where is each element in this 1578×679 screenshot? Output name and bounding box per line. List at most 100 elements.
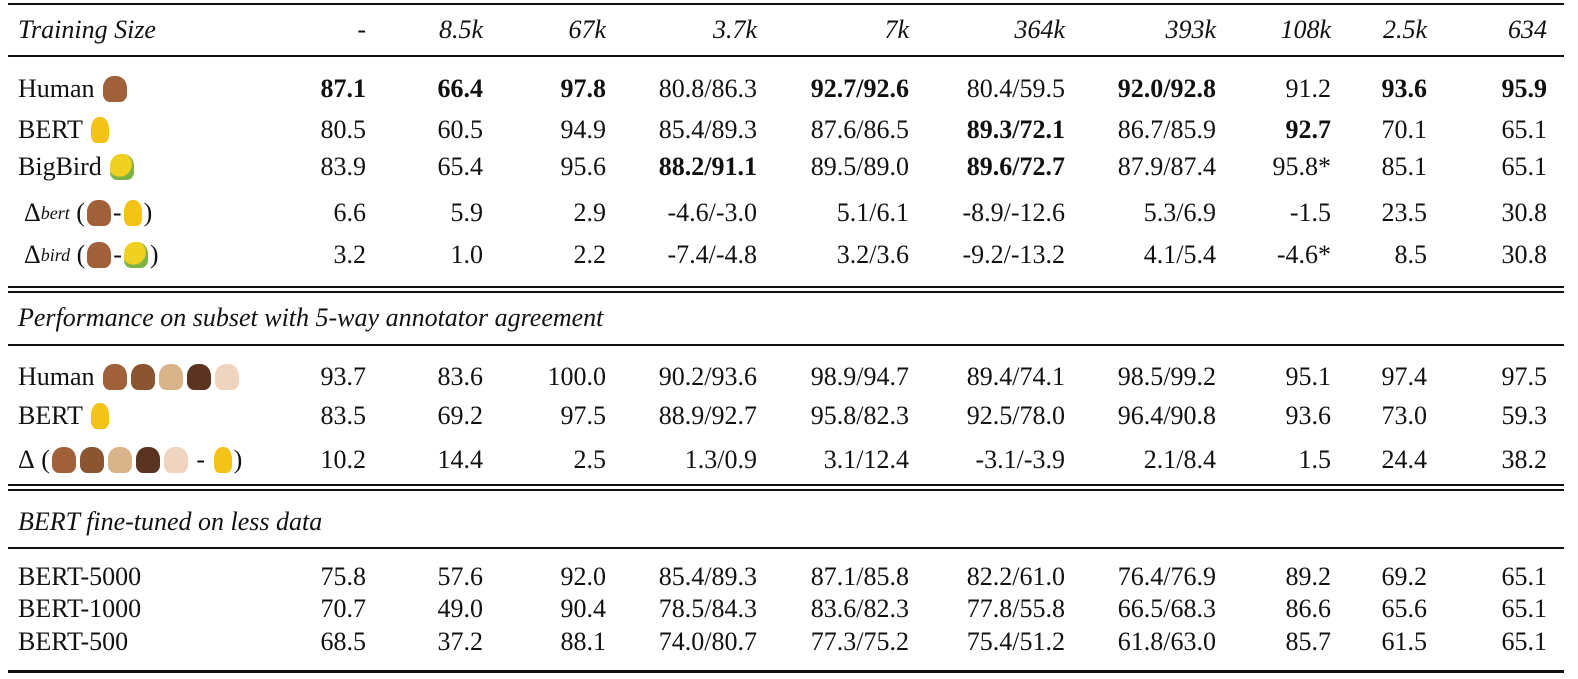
icon <box>215 364 240 390</box>
cell: 5.1/6.1 <box>836 198 909 227</box>
subscript: bird <box>40 244 71 265</box>
cell: 83.9 <box>320 152 367 181</box>
cell: 87.1/85.8 <box>810 562 909 591</box>
cell: 70.1 <box>1381 115 1428 144</box>
cell: 92.0/92.8 <box>1117 74 1216 103</box>
cell: 94.9 <box>560 115 607 144</box>
cell: 92.0 <box>560 562 607 591</box>
cell: 97.4 <box>1381 362 1428 391</box>
cell: 69.2 <box>437 401 484 430</box>
cell: 61.8/63.0 <box>1117 627 1216 656</box>
cell: -8.9/-12.6 <box>962 198 1065 227</box>
cell: 85.4/89.3 <box>658 115 757 144</box>
cell: 97.5 <box>560 401 607 430</box>
cell: 93.7 <box>320 362 367 391</box>
cell: 61.5 <box>1381 627 1428 656</box>
row-label: BigBird <box>18 152 136 182</box>
cell: 69.2 <box>1381 562 1428 591</box>
minus: - <box>196 445 206 474</box>
cell: 70.7 <box>320 594 367 623</box>
cell: 30.8 <box>1501 198 1548 227</box>
rule <box>8 547 1564 549</box>
row-label: BERT <box>18 115 111 145</box>
row-label: BERT-1000 <box>18 594 142 623</box>
row-label: Δ ( - ) <box>18 445 242 475</box>
subscript: bert <box>40 202 70 223</box>
icon <box>86 200 111 226</box>
cell: 57.6 <box>437 562 484 591</box>
cell: 8.5k <box>438 15 483 44</box>
cell: 65.1 <box>1501 562 1548 591</box>
cell: 2.1/8.4 <box>1143 445 1216 474</box>
cell: 37.2 <box>437 627 484 656</box>
cell: 65.6 <box>1381 594 1428 623</box>
cell: 87.9/87.4 <box>1117 152 1216 181</box>
cell: 66.5/68.3 <box>1117 594 1216 623</box>
cell: 1.5 <box>1298 445 1332 474</box>
cell: 85.7 <box>1285 627 1332 656</box>
cell: 78.5/84.3 <box>658 594 757 623</box>
label: Δ <box>24 198 41 227</box>
row-label: Human <box>18 362 241 392</box>
cell: 90.2/93.6 <box>658 362 757 391</box>
cell: 3.2/3.6 <box>836 240 909 269</box>
cell: 88.1 <box>560 627 607 656</box>
icon <box>79 447 104 473</box>
label: Δ <box>18 445 35 474</box>
cell: 85.4/89.3 <box>658 562 757 591</box>
header-label: Training Size <box>18 15 156 44</box>
cell: -7.4/-4.8 <box>667 240 757 269</box>
cell: 76.4/76.9 <box>1117 562 1216 591</box>
cell: 5.9 <box>450 198 484 227</box>
minus: - <box>112 198 122 227</box>
cell: 7k <box>884 15 909 44</box>
cell: 100.0 <box>547 362 607 391</box>
cell: 83.6/82.3 <box>810 594 909 623</box>
cell: 77.8/55.8 <box>966 594 1065 623</box>
paren: ( <box>41 445 50 474</box>
cell: 65.1 <box>1501 115 1548 144</box>
cell: 98.9/94.7 <box>810 362 909 391</box>
cell: 8.5 <box>1394 240 1428 269</box>
cell: -9.2/-13.2 <box>962 240 1065 269</box>
cell: 80.4/59.5 <box>966 74 1065 103</box>
cell: 85.1 <box>1381 152 1428 181</box>
cell: 66.4 <box>437 74 484 103</box>
section-title: Performance on subset with 5-way annotat… <box>18 303 604 332</box>
cell: 364k <box>1014 15 1065 44</box>
cell: 3.2 <box>333 240 367 269</box>
icon <box>123 200 142 226</box>
cell: 83.6 <box>437 362 484 391</box>
icon <box>123 242 148 268</box>
cell: 30.8 <box>1501 240 1548 269</box>
label: BigBird <box>18 152 102 181</box>
cell: -4.6/-3.0 <box>667 198 757 227</box>
cell: 92.7/92.6 <box>810 74 909 103</box>
icon <box>110 154 135 180</box>
cell: -3.1/-3.9 <box>975 445 1065 474</box>
cell: 3.1/12.4 <box>823 445 909 474</box>
section-title: BERT fine-tuned on less data <box>18 507 323 536</box>
label: BERT <box>18 115 83 144</box>
paren: ) <box>233 445 243 474</box>
cell: 2.5k <box>1382 15 1427 44</box>
rule <box>8 489 1564 491</box>
cell: 95.8* <box>1272 152 1332 181</box>
cell: 75.8 <box>320 562 367 591</box>
cell: 77.3/75.2 <box>810 627 909 656</box>
icon <box>187 364 212 390</box>
paren: ( <box>76 240 86 269</box>
icon <box>135 447 160 473</box>
cell: 1.0 <box>450 240 484 269</box>
cell: 38.2 <box>1501 445 1548 474</box>
cell: 1.3/0.9 <box>684 445 757 474</box>
cell: 49.0 <box>437 594 484 623</box>
cell: 67k <box>568 15 606 44</box>
cell: 68.5 <box>320 627 367 656</box>
cell: -4.6* <box>1276 240 1331 269</box>
cell: 2.9 <box>573 198 607 227</box>
paren: ( <box>76 198 85 227</box>
icon <box>107 447 132 473</box>
